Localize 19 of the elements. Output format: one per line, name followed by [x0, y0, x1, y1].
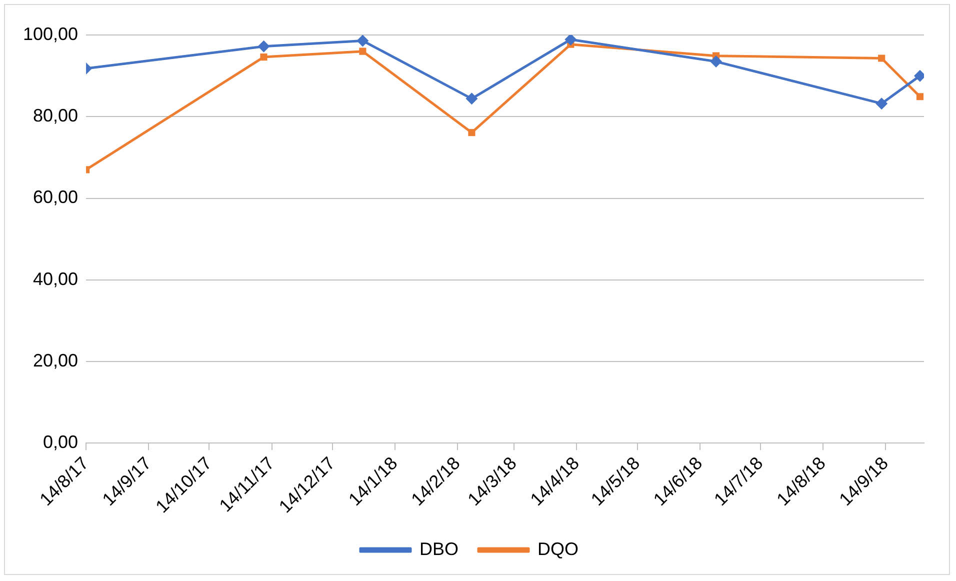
point: [916, 93, 924, 100]
point: [359, 48, 366, 55]
point: [468, 129, 476, 136]
point: [564, 35, 577, 46]
point: [466, 92, 478, 105]
y-tick-label: 20,00: [33, 350, 78, 371]
legend-label: DQO: [538, 538, 579, 559]
y-tick-label: 100,00: [22, 24, 78, 44]
y-tick-label: 40,00: [33, 268, 78, 289]
point: [876, 98, 888, 110]
y-tick-label: 60,00: [33, 187, 78, 208]
y-tick-label: 80,00: [33, 106, 78, 126]
point: [356, 35, 369, 47]
point: [710, 56, 722, 68]
point: [260, 54, 268, 61]
y-tick-label: 0,00: [43, 432, 78, 452]
point: [878, 54, 886, 62]
point: [258, 40, 270, 52]
legend-label: DBO: [419, 538, 459, 559]
